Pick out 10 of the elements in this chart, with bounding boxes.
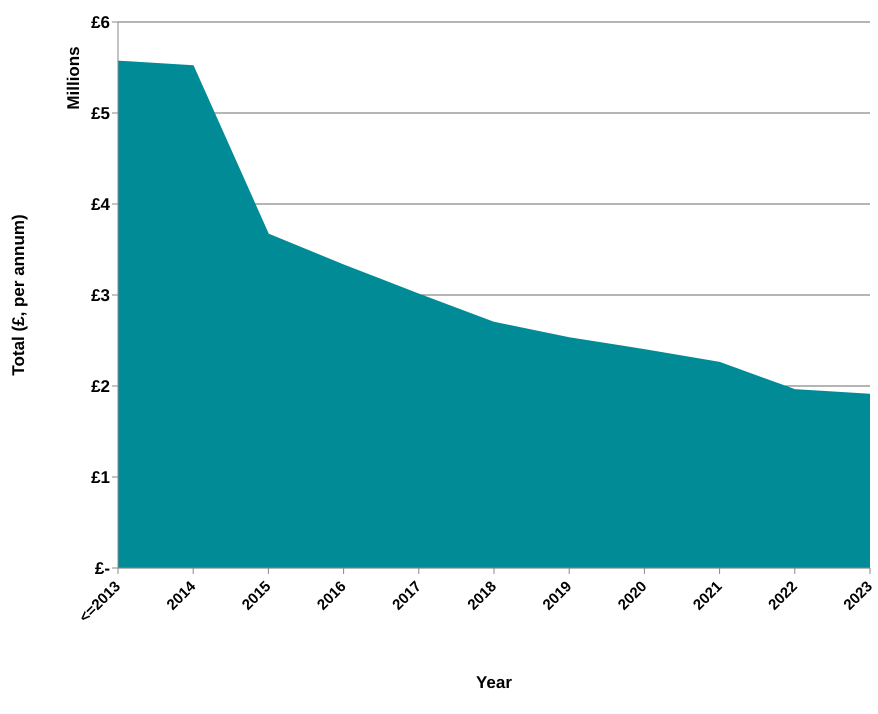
y-axis-title: Total (£, per annum) bbox=[9, 214, 28, 376]
y-tick-label: £2 bbox=[91, 377, 110, 396]
x-axis-title: Year bbox=[476, 673, 512, 692]
text: Millions bbox=[64, 46, 84, 110]
y-tick-label: £1 bbox=[91, 468, 110, 488]
y-tick-label: £4 bbox=[91, 195, 111, 214]
y-tick-label: £- bbox=[94, 559, 110, 578]
y-tick-label: £3 bbox=[91, 286, 110, 306]
y-tick-label: £5 bbox=[91, 104, 110, 124]
y-tick-label: £6 bbox=[91, 13, 110, 32]
